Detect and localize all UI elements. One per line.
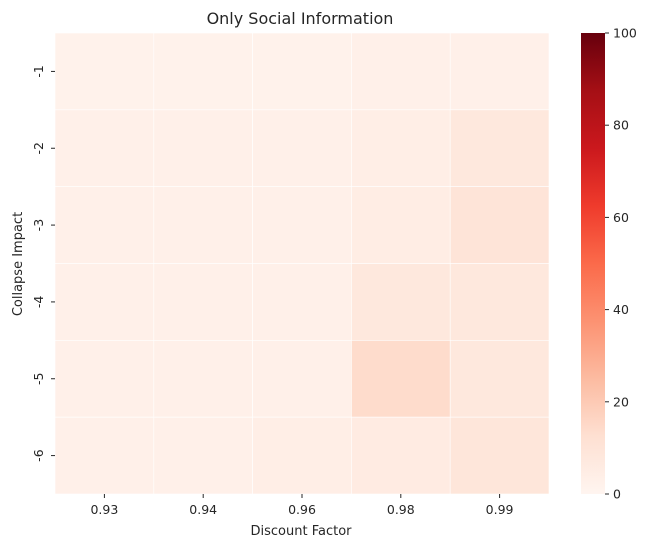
heatmap-cell [153, 186, 253, 264]
heatmap-cell [449, 416, 550, 495]
heatmap-cell [54, 416, 155, 495]
colorbar-axis: 0 20 40 60 80 100 [605, 26, 637, 502]
y-tick-label: -1 [31, 65, 46, 77]
heatmap-cell [449, 263, 550, 341]
x-tick-label: 0.98 [387, 502, 415, 517]
heatmap-cell [252, 263, 352, 341]
y-tick-label: -6 [31, 449, 46, 462]
heatmap-cells [54, 32, 550, 495]
heatmap-cell [449, 109, 550, 187]
heatmap-cell [351, 32, 451, 111]
heatmap-cell [153, 340, 253, 418]
x-axis: 0.93 0.94 0.96 0.98 0.99 [90, 494, 514, 517]
heatmap-cell [54, 186, 155, 264]
heatmap-cell [351, 109, 451, 187]
chart-title: Only Social Information [207, 9, 394, 28]
heatmap-cell [153, 109, 253, 187]
heatmap-cell [449, 186, 550, 264]
heatmap-cell [252, 32, 352, 111]
x-tick-label: 0.93 [90, 502, 118, 517]
colorbar-tick-label: 20 [613, 394, 629, 409]
heatmap-cell [351, 263, 451, 341]
y-axis: -1 -2 -3 -4 -5 -6 [31, 65, 55, 462]
colorbar-tick-label: 80 [613, 118, 629, 133]
heatmap-cell [449, 32, 550, 111]
y-tick-label: -3 [31, 219, 46, 231]
heatmap-cell [252, 186, 352, 264]
heatmap-cell [54, 109, 155, 187]
heatmap-cell [351, 416, 451, 495]
heatmap-cell [252, 109, 352, 187]
heatmap-cell [54, 263, 155, 341]
colorbar-tick-label: 0 [613, 487, 621, 502]
y-axis-label: Collapse Impact [11, 212, 26, 316]
heatmap-cell [252, 416, 352, 495]
colorbar-tick-label: 100 [613, 26, 637, 41]
heatmap-cell [153, 32, 253, 111]
y-tick-label: -4 [31, 296, 46, 309]
heatmap-cell [54, 32, 155, 111]
x-tick-label: 0.99 [486, 502, 514, 517]
heatmap-cell [351, 186, 451, 264]
heatmap-cell [351, 340, 451, 418]
colorbar-tick-label: 40 [613, 302, 629, 317]
colorbar [581, 33, 605, 494]
heatmap-cell [449, 340, 550, 418]
y-tick-label: -5 [31, 373, 46, 385]
heatmap-cell [153, 416, 253, 495]
colorbar-tick-label: 60 [613, 210, 629, 225]
heatmap-cell [252, 340, 352, 418]
y-tick-label: -2 [31, 142, 46, 154]
x-axis-label: Discount Factor [251, 524, 353, 539]
x-tick-label: 0.94 [189, 502, 217, 517]
heatmap-cell [153, 263, 253, 341]
heatmap-cell [54, 340, 155, 418]
x-tick-label: 0.96 [288, 502, 316, 517]
